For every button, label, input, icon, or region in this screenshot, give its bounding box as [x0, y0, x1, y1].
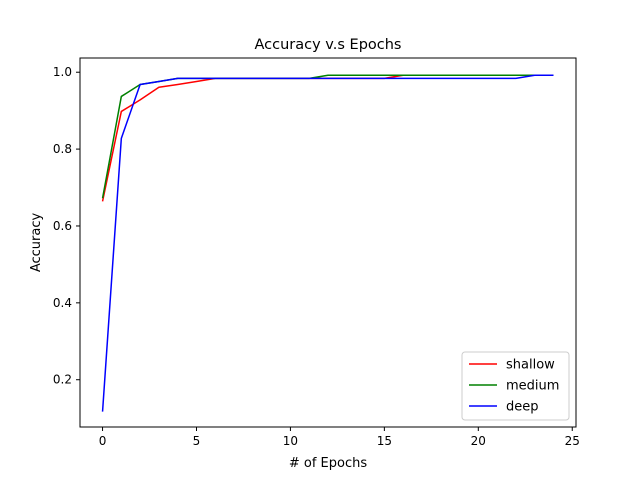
y-tick-label: 1.0 [53, 65, 72, 79]
x-axis-ticks: 0 5 10 15 20 25 [99, 427, 580, 448]
x-tick-label: 10 [283, 434, 298, 448]
legend-label-shallow: shallow [506, 358, 555, 373]
y-tick-label: 0.8 [53, 142, 72, 156]
series-lines [101, 74, 554, 412]
y-axis-label: Accuracy [29, 213, 44, 273]
x-tick-label: 0 [99, 434, 107, 448]
legend: shallow medium deep [461, 351, 570, 421]
legend-label-deep: deep [506, 400, 539, 415]
x-tick-label: 5 [193, 434, 201, 448]
chart-title: Accuracy v.s Epochs [255, 37, 402, 53]
y-tick-label: 0.6 [53, 219, 72, 233]
x-tick-label: 15 [377, 434, 392, 448]
series-line-deep [101, 74, 554, 412]
legend-box [461, 351, 570, 421]
legend-label-medium: medium [506, 379, 559, 394]
x-axis-label: # of Epochs [289, 456, 367, 471]
axes-frame [79, 57, 577, 428]
y-tick-label: 0.4 [53, 296, 72, 310]
y-axis-ticks: 0.2 0.4 0.6 0.8 1.0 [53, 65, 80, 387]
y-tick-label: 0.2 [53, 373, 72, 387]
x-tick-label: 25 [565, 434, 580, 448]
x-tick-label: 20 [471, 434, 486, 448]
